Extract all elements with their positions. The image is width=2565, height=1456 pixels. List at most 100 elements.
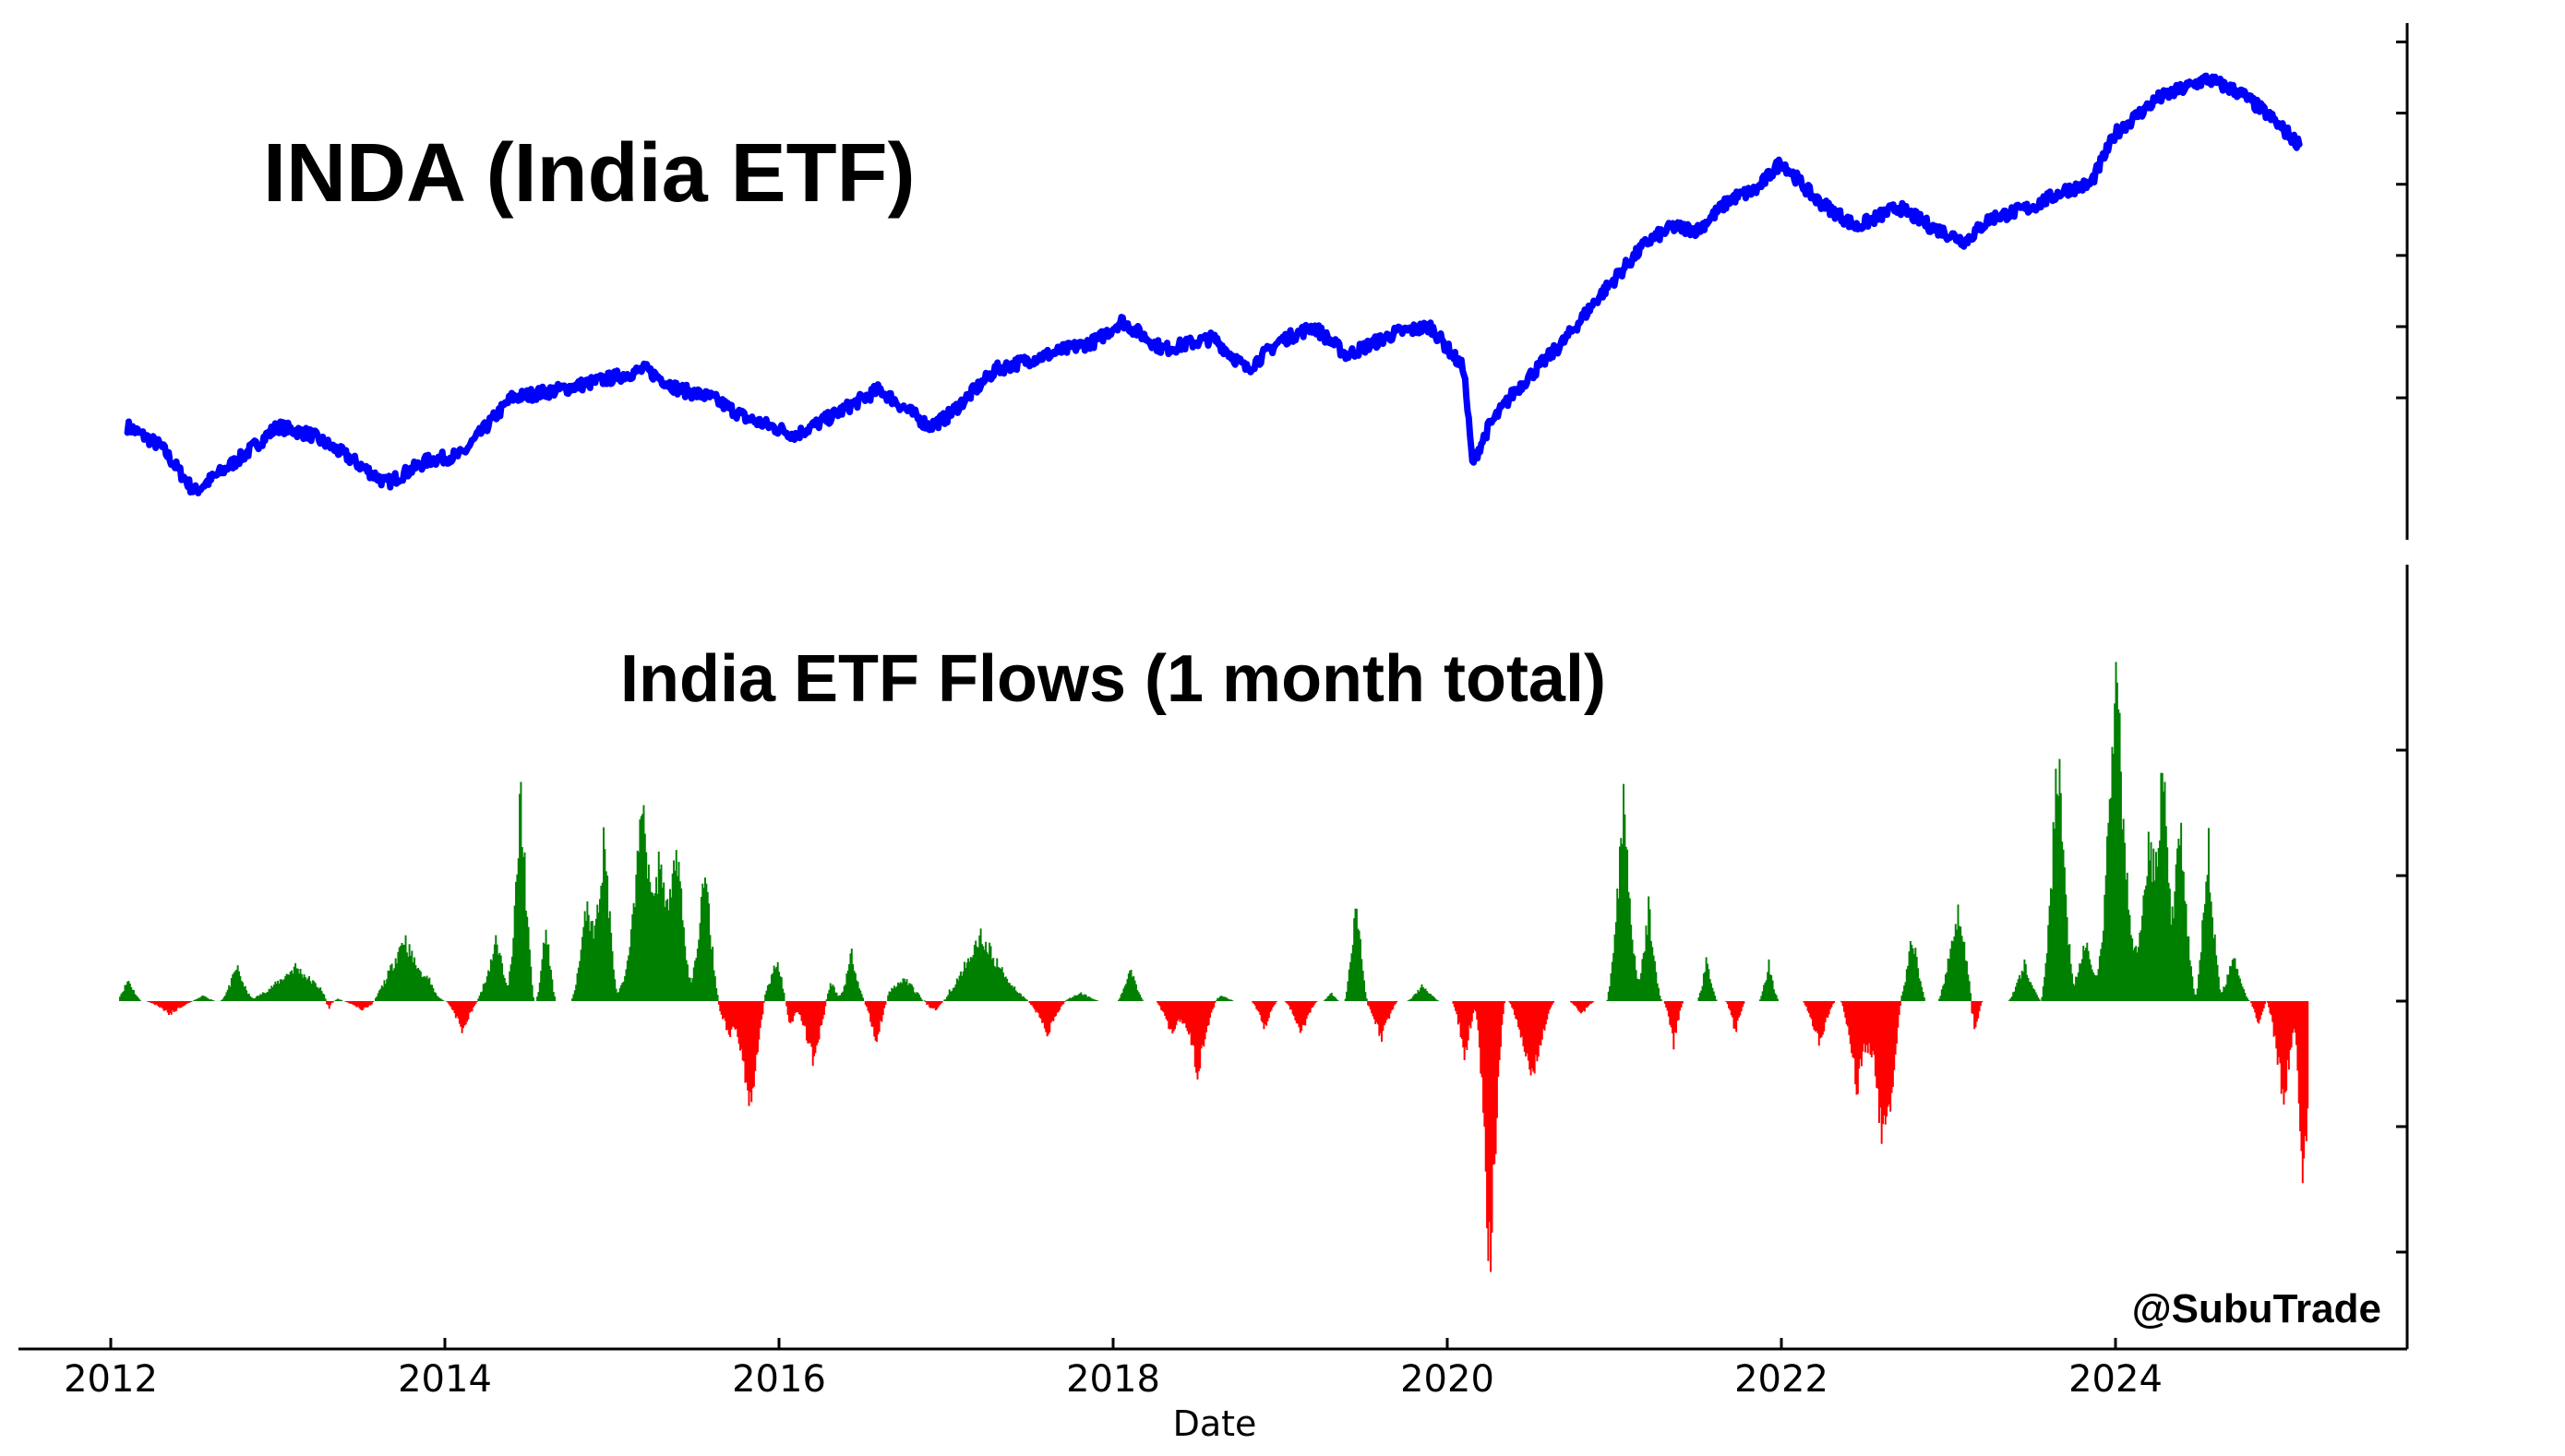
outflow-bar — [1190, 1001, 1193, 1045]
inflow-bar — [1907, 965, 1910, 1001]
outflow-bar — [186, 1001, 187, 1005]
inflow-bar — [316, 986, 318, 1001]
inflow-bar — [1016, 992, 1018, 1001]
inflow-bar — [1120, 994, 1122, 1001]
inflow-bar — [1911, 944, 1913, 1001]
outflow-bar — [793, 1001, 796, 1016]
inflow-bar — [2098, 956, 2101, 1001]
outflow-bar — [1494, 1001, 1497, 1154]
inflow-bar — [1949, 949, 1952, 1001]
outflow-bar — [1063, 1001, 1066, 1002]
inflow-bar — [1411, 996, 1414, 1001]
outflow-bar — [1975, 1001, 1978, 1022]
inflow-bar — [1963, 941, 1966, 1001]
inflow-bar — [1131, 976, 1133, 1001]
outflow-bar — [2269, 1001, 2271, 1014]
inflow-bar — [302, 977, 305, 1001]
inflow-bar — [312, 980, 315, 1001]
outflow-bar — [1383, 1001, 1385, 1026]
outflow-bar — [331, 1001, 334, 1003]
inflow-bar — [673, 860, 676, 1001]
inflow-bar — [271, 987, 274, 1001]
inflow-bar — [916, 992, 918, 1001]
inflow-bar — [415, 969, 418, 1001]
inflow-bar — [766, 985, 769, 1001]
inflow-bar — [2057, 795, 2060, 1001]
outflow-bar — [1847, 1001, 1849, 1027]
outflow-bar — [875, 1001, 878, 1043]
inflow-bar — [1648, 896, 1650, 1001]
inflow-bar — [1775, 995, 1778, 1001]
inflow-bar — [828, 989, 831, 1001]
inflow-bar — [2172, 918, 2175, 1001]
outflow-bar — [1521, 1001, 1524, 1037]
outflow-bar — [1852, 1001, 1855, 1059]
inflow-bar — [1087, 996, 1090, 1001]
inflow-bar — [411, 950, 414, 1001]
outflow-bar — [170, 1001, 173, 1015]
inflow-bar — [979, 928, 982, 1001]
inflow-bar — [2083, 950, 2086, 1001]
outflow-bar — [874, 1001, 877, 1041]
outflow-bar — [2297, 1001, 2300, 1104]
inflow-bar — [688, 977, 690, 1001]
inflow-bar — [2119, 771, 2122, 1001]
inflow-bar — [1970, 993, 1972, 1001]
outflow-bar — [473, 1001, 476, 1006]
inflow-bar — [990, 959, 993, 1001]
outflow-bar — [1193, 1001, 1195, 1046]
outflow-bar — [1374, 1001, 1377, 1024]
inflow-bar — [2027, 978, 2030, 1001]
inflow-bar — [2211, 917, 2214, 1001]
outflow-bar — [169, 1001, 172, 1013]
inflow-bar — [1021, 997, 1024, 1001]
inflow-bar — [1364, 992, 1367, 1001]
inflow-bar — [1003, 977, 1006, 1001]
outflow-bar — [1369, 1001, 1372, 1010]
inflow-bar — [2042, 985, 2044, 1001]
inflow-bar — [2037, 997, 2040, 1001]
inflow-bar — [488, 972, 491, 1001]
inflow-bar — [2128, 909, 2130, 1001]
outflow-bar — [1256, 1001, 1259, 1011]
inflow-bar — [2048, 905, 2051, 1001]
inflow-bar — [684, 946, 687, 1001]
outflow-bar — [1197, 1001, 1200, 1072]
outflow-bar — [2283, 1001, 2286, 1093]
outflow-bar — [1527, 1001, 1529, 1061]
outflow-bar — [883, 1001, 886, 1008]
inflow-bar — [405, 952, 408, 1001]
outflow-bar — [1582, 1001, 1585, 1011]
inflow-bar — [2093, 974, 2096, 1001]
inflow-bar — [1645, 925, 1648, 1001]
outflow-bar — [2304, 1001, 2307, 1137]
inflow-bar — [1346, 991, 1348, 1001]
outflow-bar — [1031, 1001, 1034, 1006]
outflow-bar — [363, 1001, 366, 1008]
inflow-bar — [782, 988, 785, 1001]
inflow-bar — [132, 990, 135, 1001]
outflow-bar — [1525, 1001, 1528, 1056]
inflow-bar — [1634, 955, 1636, 1001]
outflow-bar — [1819, 1001, 1822, 1039]
inflow-bar — [1966, 961, 1968, 1001]
outflow-bar — [1874, 1001, 1876, 1077]
inflow-bar — [1119, 997, 1121, 1001]
inflow-bar — [1351, 944, 1354, 1001]
inflow-bar — [971, 958, 974, 1001]
inflow-bar — [138, 999, 141, 1001]
outflow-bar — [1807, 1001, 1810, 1014]
outflow-bar — [1855, 1001, 1858, 1095]
outflow-bar — [163, 1001, 166, 1011]
outflow-bar — [1872, 1001, 1875, 1052]
outflow-bar — [723, 1001, 725, 1019]
inflow-bar — [2187, 936, 2190, 1001]
inflow-bar — [891, 987, 893, 1001]
outflow-bar — [1189, 1001, 1192, 1033]
outflow-bar — [1049, 1001, 1052, 1023]
inflow-bar — [646, 878, 649, 1001]
inflow-bar — [1360, 959, 1363, 1001]
inflow-bar — [2116, 682, 2118, 1001]
inflow-bar — [510, 956, 513, 1001]
inflow-bar — [1612, 952, 1615, 1001]
